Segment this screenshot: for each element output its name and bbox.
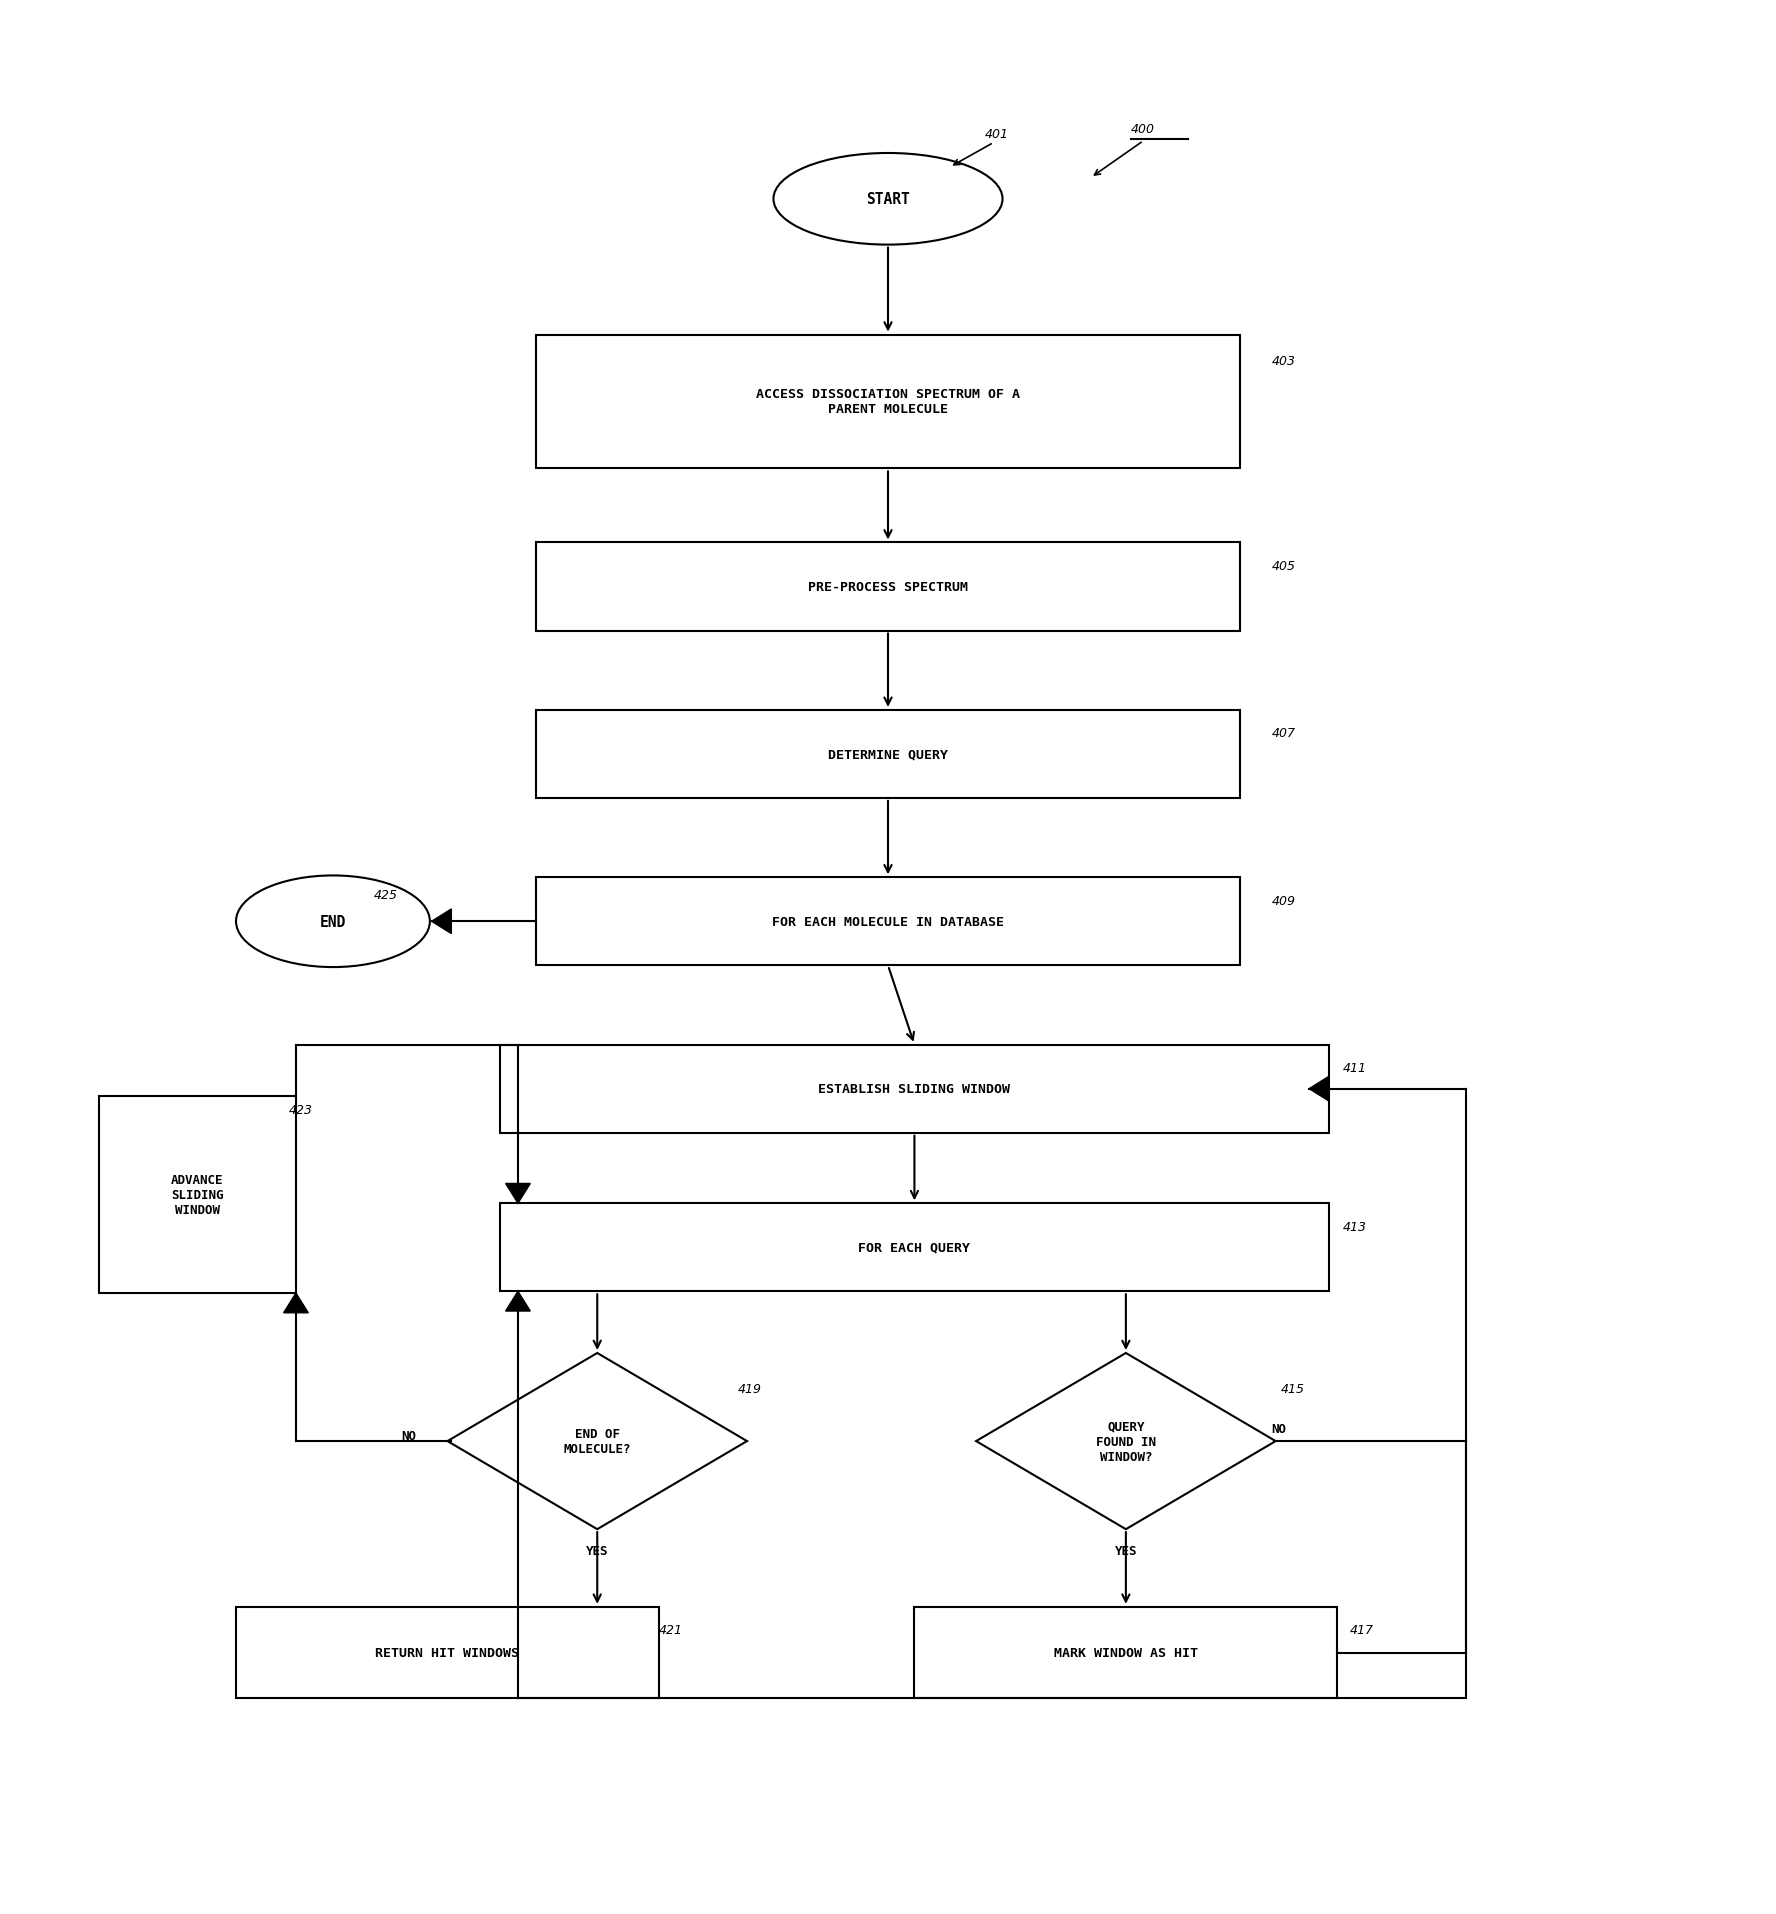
FancyBboxPatch shape (536, 710, 1240, 798)
Text: FOR EACH MOLECULE IN DATABASE: FOR EACH MOLECULE IN DATABASE (773, 915, 1003, 928)
Text: NO: NO (401, 1430, 416, 1443)
Polygon shape (506, 1185, 531, 1204)
Text: YES: YES (1115, 1545, 1137, 1556)
Text: RETURN HIT WINDOWS: RETURN HIT WINDOWS (375, 1646, 519, 1659)
Text: NO: NO (1272, 1422, 1286, 1436)
Ellipse shape (774, 153, 1002, 245)
Text: ACCESS DISSOCIATION SPECTRUM OF A
PARENT MOLECULE: ACCESS DISSOCIATION SPECTRUM OF A PARENT… (757, 389, 1019, 415)
Text: ADVANCE
SLIDING
WINDOW: ADVANCE SLIDING WINDOW (170, 1173, 224, 1215)
Text: 423: 423 (289, 1104, 313, 1116)
Text: 415: 415 (1280, 1382, 1305, 1395)
Text: DETERMINE QUERY: DETERMINE QUERY (828, 748, 948, 762)
Text: FOR EACH QUERY: FOR EACH QUERY (858, 1240, 970, 1254)
Text: 401: 401 (986, 128, 1009, 142)
FancyBboxPatch shape (501, 1045, 1328, 1133)
FancyBboxPatch shape (501, 1204, 1328, 1292)
FancyBboxPatch shape (536, 879, 1240, 967)
Text: 413: 413 (1343, 1219, 1366, 1233)
Text: START: START (867, 191, 909, 207)
Polygon shape (977, 1353, 1275, 1529)
Polygon shape (1309, 1078, 1328, 1101)
Polygon shape (448, 1353, 748, 1529)
Text: ESTABLISH SLIDING WINDOW: ESTABLISH SLIDING WINDOW (819, 1083, 1011, 1095)
Text: PRE-PROCESS SPECTRUM: PRE-PROCESS SPECTRUM (808, 580, 968, 593)
Text: MARK WINDOW AS HIT: MARK WINDOW AS HIT (1053, 1646, 1197, 1659)
Text: 400: 400 (1131, 122, 1154, 136)
Text: YES: YES (586, 1545, 609, 1556)
Text: END OF
MOLECULE?: END OF MOLECULE? (563, 1428, 630, 1455)
Text: QUERY
FOUND IN
WINDOW?: QUERY FOUND IN WINDOW? (1096, 1420, 1156, 1462)
Text: 407: 407 (1272, 727, 1296, 741)
FancyBboxPatch shape (536, 337, 1240, 469)
Text: 405: 405 (1272, 559, 1296, 572)
Polygon shape (506, 1292, 531, 1311)
Text: 417: 417 (1350, 1623, 1373, 1636)
FancyBboxPatch shape (536, 544, 1240, 632)
Text: 421: 421 (659, 1623, 684, 1636)
Text: 411: 411 (1343, 1062, 1366, 1074)
Text: 419: 419 (739, 1382, 762, 1395)
FancyBboxPatch shape (236, 1608, 659, 1698)
Ellipse shape (236, 877, 430, 968)
FancyBboxPatch shape (99, 1097, 297, 1294)
Polygon shape (284, 1294, 309, 1313)
Text: 403: 403 (1272, 356, 1296, 367)
FancyBboxPatch shape (915, 1608, 1337, 1698)
Text: 425: 425 (373, 888, 398, 901)
Polygon shape (432, 909, 451, 934)
Text: END: END (320, 915, 346, 930)
Text: 409: 409 (1272, 894, 1296, 907)
